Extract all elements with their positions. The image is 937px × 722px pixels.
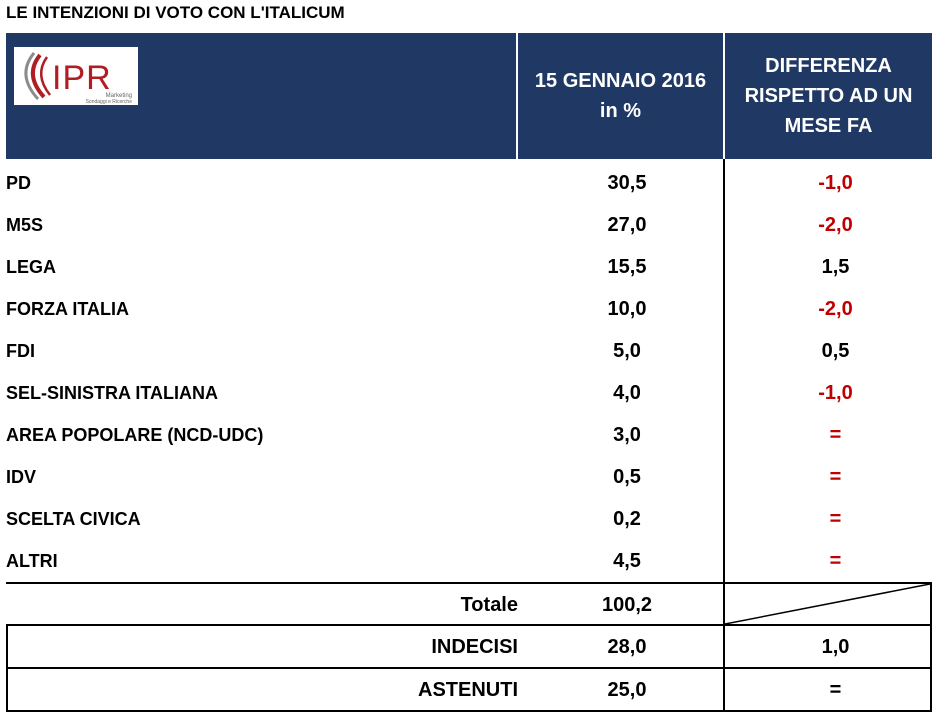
party-label: SCELTA CIVICA [6,509,141,529]
astenuti-diff: = [829,679,842,701]
party-label: ALTRI [6,551,58,571]
table-row: FDI 5,0 0,5 [6,330,932,372]
column-divider [723,159,725,583]
party-value: 4,0 [613,382,641,404]
logo-text: IPR [52,59,112,97]
lower-right-border [930,624,932,712]
party-diff: = [829,550,842,572]
table-row: AREA POPOLARE (NCD-UDC) 3,0 = [6,414,932,456]
logo-subtext-2: Sondaggi e Ricerche [86,99,133,105]
table-row: ALTRI 4,5 = [6,540,932,582]
party-diff: -2,0 [818,214,853,236]
header-separator-2 [723,33,725,159]
party-value: 10,0 [607,298,647,320]
table-row: SCELTA CIVICA 0,2 = [6,498,932,540]
table-row: PD 30,5 -1,0 [6,162,932,204]
party-value: 15,5 [607,256,647,278]
table-bottom-border [6,710,932,712]
party-value: 3,0 [613,424,641,446]
table-row: M5S 27,0 -2,0 [6,204,932,246]
totale-divider [723,584,725,624]
header-diff-line1: DIFFERENZA [765,55,892,77]
party-value: 4,5 [613,550,641,572]
party-diff: = [829,466,842,488]
logo-subtext-1: Marketing [106,93,132,99]
table-row: IDV 0,5 = [6,456,932,498]
table-row: SEL-SINISTRA ITALIANA 4,0 -1,0 [6,372,932,414]
party-value: 0,5 [613,466,641,488]
party-label: LEGA [6,257,57,277]
table-header: IPR Marketing Sondaggi e Ricerche 15 GEN… [6,33,932,159]
party-label: PD [6,173,32,193]
party-diff: -2,0 [818,298,853,320]
party-diff: -1,0 [818,382,853,404]
party-label: IDV [6,467,37,487]
indecisi-label: INDECISI [431,636,518,658]
indecisi-value: 28,0 [607,636,647,658]
totale-diagonal [725,584,930,624]
lower-divider [723,624,725,712]
party-label: FORZA ITALIA [6,299,129,319]
party-label: AREA POPOLARE (NCD-UDC) [6,425,264,445]
party-value: 0,2 [613,508,641,530]
astenuti-row: ASTENUTI 25,0 = [6,669,932,711]
totale-right-border [930,584,932,624]
table-row: LEGA 15,5 1,5 [6,246,932,288]
header-date-line2: in % [599,100,642,122]
party-diff: = [829,424,842,446]
totale-value: 100,2 [601,594,653,616]
party-value: 30,5 [607,172,647,194]
table-title: LE INTENZIONI DI VOTO CON L'ITALICUM [6,3,345,22]
ipr-logo-graphic: IPR Marketing Sondaggi e Ricerche [24,52,133,105]
party-diff: 0,5 [821,340,850,362]
lower-left-border [6,624,8,712]
party-label: FDI [6,341,35,361]
totale-label: Totale [460,594,518,616]
party-value: 5,0 [613,340,641,362]
ipr-logo: IPR Marketing Sondaggi e Ricerche [14,47,138,105]
party-label: SEL-SINISTRA ITALIANA [6,383,218,403]
party-diff: 1,5 [821,256,850,278]
party-diff: -1,0 [818,172,853,194]
totale-row: Totale 100,2 [6,584,932,626]
astenuti-value: 25,0 [607,679,647,701]
indecisi-diff: 1,0 [821,636,850,658]
party-diff: = [829,508,842,530]
header-diff-line3: MESE FA [784,115,873,137]
header-diff-line2: RISPETTO AD UN [744,85,913,107]
astenuti-top-border [6,667,932,669]
header-diff-column: DIFFERENZA RISPETTO AD UN MESE FA [725,33,932,159]
table-row: FORZA ITALIA 10,0 -2,0 [6,288,932,330]
header-date-line1: 15 GENNAIO 2016 [534,70,707,92]
header-date-column: 15 GENNAIO 2016 in % [518,33,723,159]
totale-top-border [6,582,932,584]
party-label: M5S [6,215,44,235]
indecisi-row: INDECISI 28,0 1,0 [6,626,932,668]
astenuti-label: ASTENUTI [418,679,518,701]
header-separator-1 [516,33,518,159]
indecisi-top-border [6,624,932,626]
party-value: 27,0 [607,214,647,236]
